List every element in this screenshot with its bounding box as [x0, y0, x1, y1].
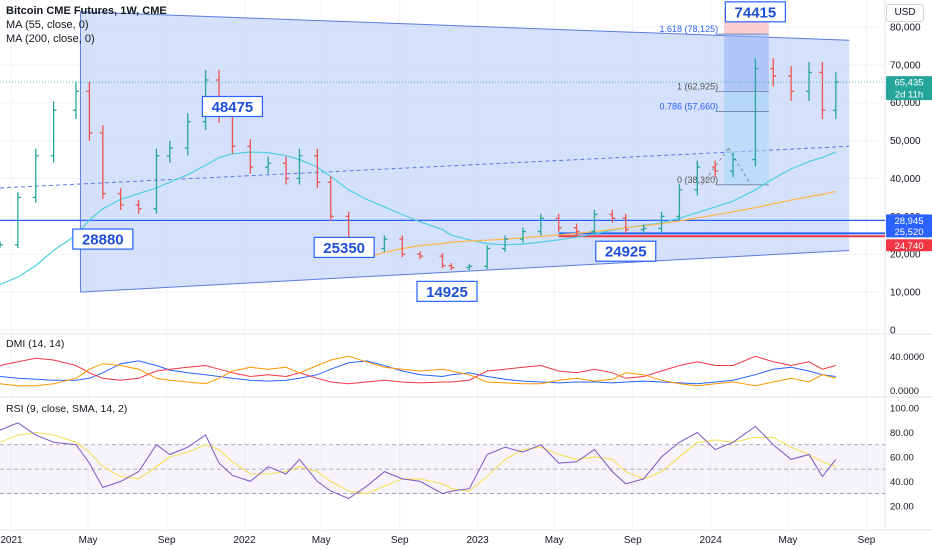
- dmi-plus-line: [0, 355, 836, 385]
- channel-mid-line: [0, 145, 850, 189]
- rsi-pane-label[interactable]: RSI (9, close, SMA, 14, 2): [6, 403, 128, 415]
- fib-level-label: 1.618 (78,125): [660, 24, 719, 34]
- annotation-label: 14925: [426, 284, 468, 301]
- ma55-line: [0, 151, 837, 286]
- annotation-box: [595, 240, 657, 262]
- time-tick-label: Sep: [624, 535, 642, 546]
- time-tick-label: 2024: [700, 535, 723, 546]
- price-tick-label: 40,000: [890, 174, 921, 185]
- price-badge-value: 25,520: [894, 227, 923, 238]
- annotation-label: 25350: [323, 240, 365, 257]
- chart-title[interactable]: Bitcoin CME Futures, 1W, CME: [6, 5, 167, 17]
- time-tick-label: Sep: [858, 535, 876, 546]
- time-tick-label: 2022: [233, 535, 256, 546]
- annotation-box: [416, 280, 478, 302]
- dmi-minus-line: [0, 355, 836, 387]
- price-tick-label: 10,000: [890, 288, 921, 299]
- time-tick-label: 2021: [0, 535, 23, 546]
- price-badge-value: 65,435: [894, 78, 923, 89]
- time-tick-label: May: [545, 535, 564, 546]
- time-tick-label: Sep: [391, 535, 409, 546]
- rsi-tick-label: 80.00: [890, 428, 914, 439]
- dmi-pane-label[interactable]: DMI (14, 14): [6, 338, 65, 350]
- fib-zone-lower: [724, 111, 769, 185]
- time-tick-label: May: [778, 535, 797, 546]
- annotation-label: 28880: [82, 232, 124, 249]
- rsi-sma-line: [0, 431, 836, 495]
- annotation-label: 74415: [735, 4, 777, 21]
- dmi-tick-label: 0.0000: [890, 386, 919, 397]
- rsi-tick-label: 20.00: [890, 501, 914, 512]
- price-badge: [886, 76, 932, 101]
- time-tick-label: Sep: [158, 535, 176, 546]
- channel-lower-line: [80, 249, 850, 293]
- price-badge: [886, 239, 932, 252]
- ma200-line: [366, 190, 836, 259]
- rsi-line: [0, 422, 837, 500]
- time-tick-label: May: [312, 535, 331, 546]
- price-badge-value: 28,945: [894, 216, 923, 227]
- price-badge-value: 24,740: [894, 241, 923, 252]
- rsi-tick-label: 40.00: [890, 477, 914, 488]
- channel-upper-line: [80, 11, 850, 41]
- annotation-box: [724, 1, 786, 23]
- price-tick-label: 60,000: [890, 98, 921, 109]
- fib-level-label: 0.786 (57,660): [660, 102, 719, 112]
- annotation-box: [313, 236, 375, 259]
- fib-zone-upper: [724, 91, 769, 112]
- price-badge: [886, 214, 932, 227]
- rsi-tick-label: 100.00: [890, 404, 919, 415]
- price-badge-countdown: 2d 11h: [895, 90, 923, 101]
- dmi-tick-label: 40.0000: [890, 352, 924, 363]
- annotation-label: 48475: [212, 99, 254, 116]
- time-tick-label: 2023: [466, 535, 489, 546]
- price-tick-label: 0: [890, 326, 896, 337]
- currency-button[interactable]: USD: [886, 4, 924, 22]
- fib-trend-line: [728, 147, 752, 186]
- price-tick-label: 70,000: [890, 60, 921, 71]
- rsi-tick-label: 60.00: [890, 452, 914, 463]
- legend: Bitcoin CME Futures, 1W, CME MA (55, clo…: [6, 4, 167, 46]
- annotation-label: 24925: [605, 244, 647, 261]
- ma55-legend[interactable]: MA (55, close, 0): [6, 19, 89, 31]
- annotation-box: [201, 95, 264, 118]
- annotation-box: [72, 228, 134, 250]
- price-badge: [886, 225, 932, 238]
- fib-trend-line: [701, 147, 729, 186]
- time-tick-label: May: [79, 535, 98, 546]
- price-tick-label: 80,000: [890, 22, 921, 33]
- price-tick-label: 50,000: [890, 136, 921, 147]
- price-tick-label: 20,000: [890, 250, 921, 261]
- ma200-legend[interactable]: MA (200, close, 0): [6, 33, 95, 45]
- fib-level-label: 1 (62,925): [677, 82, 718, 92]
- fib-extension-zone: [724, 34, 769, 92]
- dmi-adx-line: [0, 360, 836, 385]
